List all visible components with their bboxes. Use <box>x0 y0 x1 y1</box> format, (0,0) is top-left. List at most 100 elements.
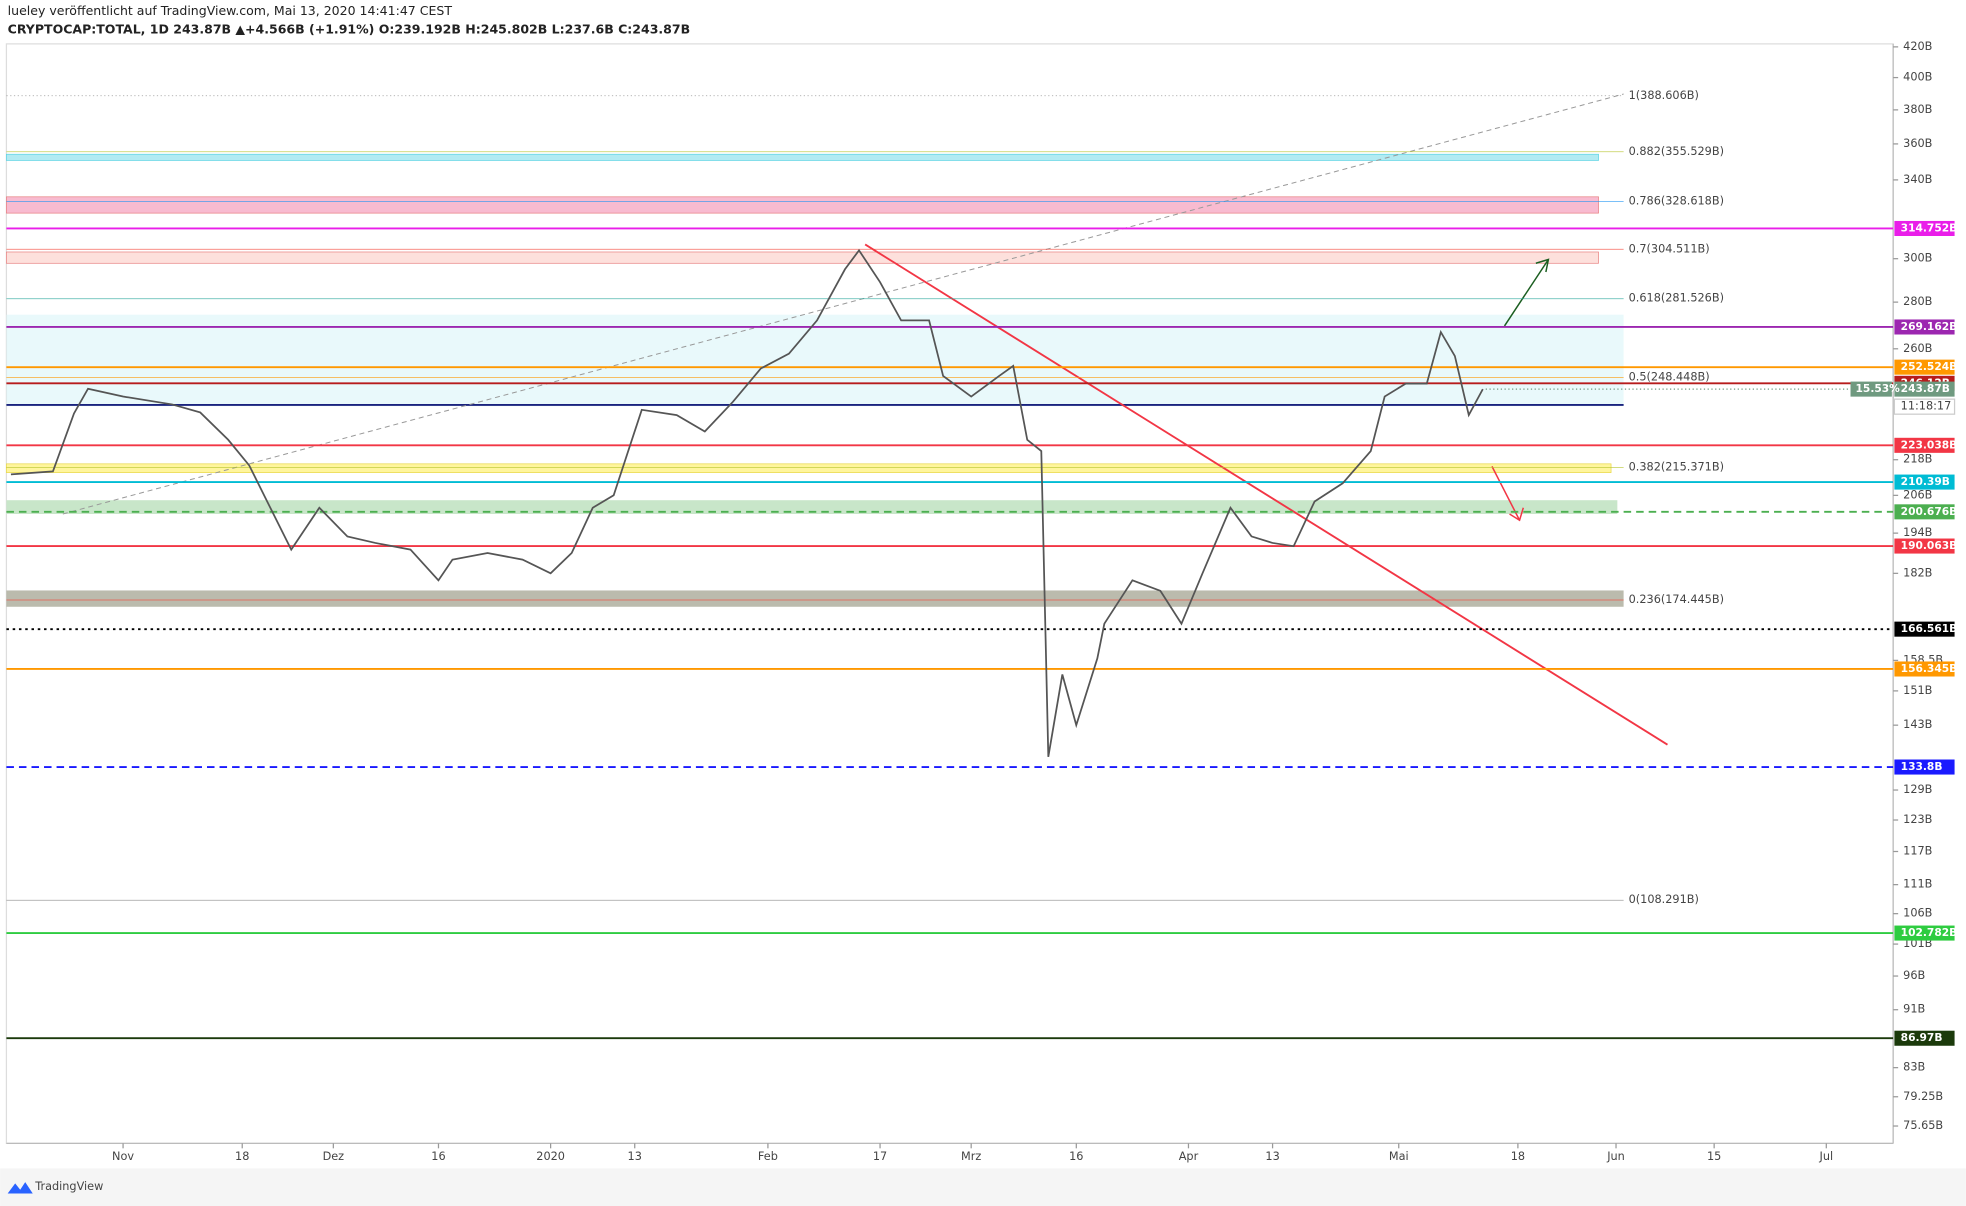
price-badge <box>1894 381 1955 397</box>
fib-label: 1(388.606B) <box>1629 89 1699 102</box>
arrow <box>1503 259 1550 327</box>
fib-label: 0.5(248.448B) <box>1629 370 1710 383</box>
author-line: lueley veröffentlicht auf TradingView.co… <box>8 3 453 18</box>
zone <box>6 590 1624 607</box>
x-tick-label: Feb <box>758 1150 778 1163</box>
level-label: 102.782B <box>1901 926 1958 939</box>
level-badge <box>1894 504 1955 520</box>
price-line <box>10 248 1484 757</box>
level-label: 210.39B <box>1901 475 1950 488</box>
fib-label: 0.882(355.529B) <box>1629 145 1724 158</box>
y-tick-label: 218B <box>1903 453 1932 466</box>
arrow-head <box>1535 258 1550 273</box>
level-label: 200.676B <box>1901 505 1958 518</box>
y-tick-label: 420B <box>1903 40 1932 53</box>
y-tick-label: 400B <box>1903 71 1932 84</box>
x-tick-label: Dez <box>323 1150 345 1163</box>
symbol-line: CRYPTOCAP:TOTAL, 1D 243.87B ▲+4.566B (+1… <box>8 22 690 37</box>
fib-trend <box>62 93 1624 515</box>
footer-bar <box>0 1168 1966 1206</box>
level-badge <box>1894 220 1955 236</box>
x-tick-label: 17 <box>873 1150 887 1163</box>
countdown: 11:18:17 <box>1901 400 1952 413</box>
level-badge <box>1894 538 1955 554</box>
level-label: 223.038B <box>1901 438 1958 451</box>
fib-label: 0.7(304.511B) <box>1629 242 1710 255</box>
zone <box>6 314 1624 407</box>
y-tick-label: 260B <box>1903 342 1932 355</box>
y-tick-label: 300B <box>1903 252 1932 265</box>
x-tick-label: 16 <box>431 1150 445 1163</box>
x-tick-label: Jun <box>1606 1150 1625 1163</box>
dynamic: 420B 400B 380B 360B 340B 300B 280B 260B 218B 206B… <box>6 40 1957 1163</box>
y-tick-label: 91B <box>1903 1003 1925 1016</box>
level-label: 86.97B <box>1901 1031 1943 1044</box>
level-badge <box>1894 1030 1955 1046</box>
arrow-head <box>1509 507 1525 522</box>
x-tick-label: 2020 <box>536 1150 565 1163</box>
fib-label: 0(108.291B) <box>1629 893 1699 906</box>
zone <box>6 251 1599 264</box>
y-tick-label: 340B <box>1903 173 1932 186</box>
x-tick-label: Jul <box>1819 1150 1834 1163</box>
y-tick-label: 280B <box>1903 295 1932 308</box>
level-label: 252.524B <box>1901 360 1958 373</box>
level-badge <box>1894 661 1955 677</box>
level-badge <box>1894 474 1955 490</box>
y-tick-label: 194B <box>1903 526 1932 539</box>
level-label: 133.8B <box>1901 760 1943 773</box>
level-badge <box>1894 621 1955 637</box>
logo <box>7 1182 33 1194</box>
y-tick-label: 83B <box>1903 1061 1925 1074</box>
y-tick-label: 96B <box>1903 969 1925 982</box>
x-tick-label: Mrz <box>961 1150 981 1163</box>
brand: TradingView <box>34 1180 103 1193</box>
x-tick-label: Apr <box>1179 1150 1199 1163</box>
y-tick-label: 129B <box>1903 783 1932 796</box>
y-tick-label: 123B <box>1903 813 1932 826</box>
x-tick-label: 18 <box>1511 1150 1525 1163</box>
y-tick-label: 75.65B <box>1903 1119 1943 1132</box>
y-tick-label: 380B <box>1903 103 1932 116</box>
fib-label: 0.786(328.618B) <box>1629 194 1724 207</box>
level-badge <box>1894 925 1955 941</box>
y-tick-label: 106B <box>1903 907 1932 920</box>
price-label: 243.87B <box>1901 382 1950 395</box>
x-tick-label: 15 <box>1707 1150 1721 1163</box>
y-tick-label: 143B <box>1903 718 1932 731</box>
change-badge <box>1850 381 1892 397</box>
y-tick-label: 117B <box>1903 844 1932 857</box>
x-tick-label: 18 <box>235 1150 249 1163</box>
y-tick-label: 111B <box>1903 878 1932 891</box>
x-tick-label: Mai <box>1389 1150 1409 1163</box>
level-badge <box>1894 759 1955 775</box>
x-tick-label: 16 <box>1069 1150 1083 1163</box>
level-label: 156.345B <box>1901 662 1958 675</box>
level-label: 314.752B <box>1901 221 1958 234</box>
fib-label: 0.236(174.445B) <box>1629 593 1724 606</box>
y-tick-label: 182B <box>1903 566 1932 579</box>
countdown-badge <box>1893 398 1956 415</box>
zone <box>6 196 1599 214</box>
zone <box>6 153 1599 161</box>
zone <box>6 500 1618 514</box>
fib-label: 0.382(215.371B) <box>1629 460 1724 473</box>
fib-label: 0.618(281.526B) <box>1629 292 1724 305</box>
change-label: 15.53% <box>1856 382 1901 395</box>
level-label: 166.561B <box>1901 622 1958 635</box>
y-tick-label: 206B <box>1903 488 1932 501</box>
x-tick-label: 13 <box>1265 1150 1279 1163</box>
level-label: 190.063B <box>1901 539 1958 552</box>
level-badge <box>1894 437 1955 453</box>
level-label: 269.162B <box>1901 320 1958 333</box>
y-tick-label: 151B <box>1903 684 1932 697</box>
x-tick-label: 13 <box>628 1150 642 1163</box>
level-badge <box>1894 359 1955 375</box>
y-tick-label: 360B <box>1903 137 1932 150</box>
level-badge <box>1894 319 1955 335</box>
y-tick-label: 79.25B <box>1903 1090 1943 1103</box>
zone <box>6 463 1612 473</box>
x-tick-label: Nov <box>112 1150 134 1163</box>
